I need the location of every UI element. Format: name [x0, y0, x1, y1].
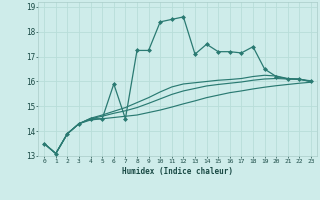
- X-axis label: Humidex (Indice chaleur): Humidex (Indice chaleur): [122, 167, 233, 176]
